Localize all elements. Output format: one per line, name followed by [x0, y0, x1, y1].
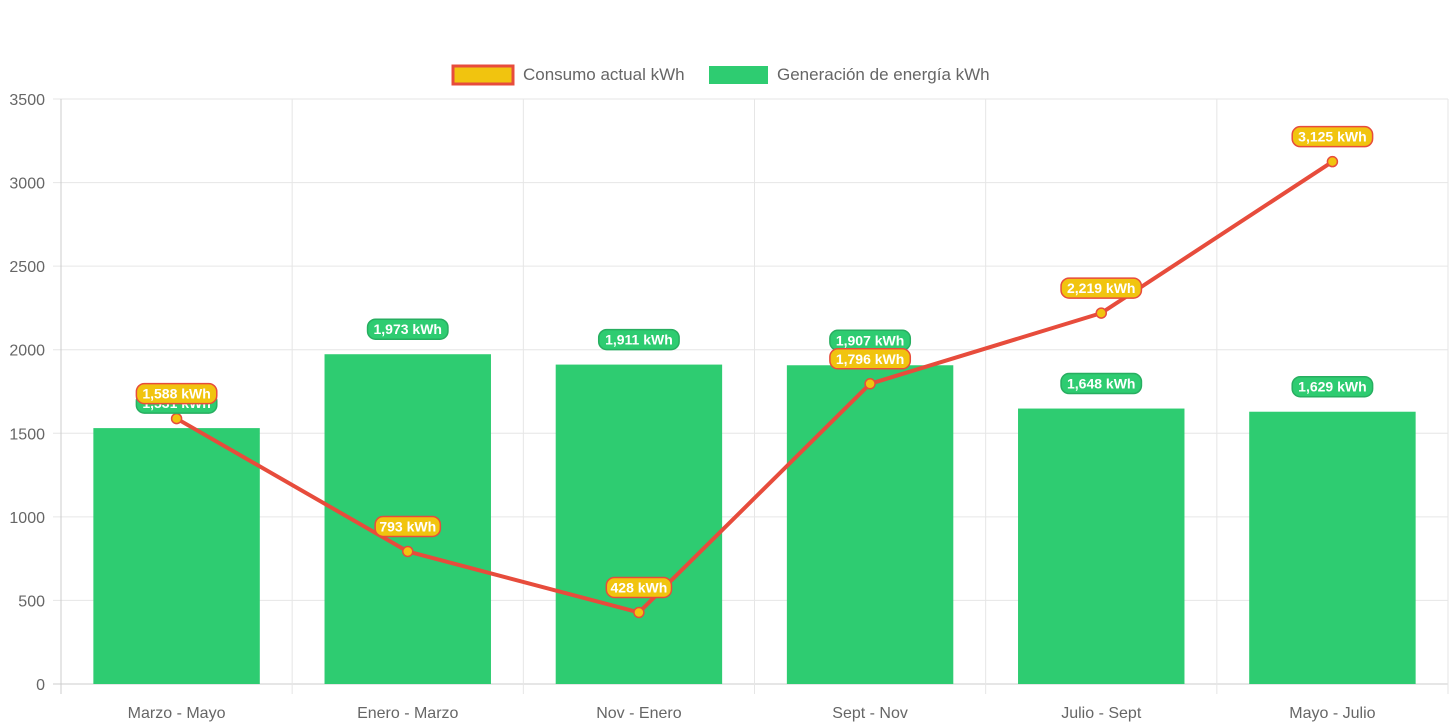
data-label-consumption-bg [605, 576, 673, 599]
data-label-generation-text: 1,973 kWh [374, 321, 442, 337]
data-label-consumption: 2,219 kWh [1060, 277, 1143, 299]
data-label-consumption-bg [1291, 125, 1374, 148]
y-tick-label: 0 [36, 677, 45, 694]
point-consumption[interactable] [1095, 307, 1107, 319]
data-label-generation-text: 1,907 kWh [836, 332, 904, 348]
data-label-generation: 1,648 kWh [1060, 372, 1143, 395]
data-label-generation-text: 1,648 kWh [1067, 376, 1135, 392]
data-label-consumption-text: 3,125 kWh [1298, 129, 1366, 145]
x-tick-label: Marzo - Mayo [128, 705, 226, 722]
legend: Consumo actual kWh Generación de energía… [451, 64, 990, 86]
data-label-consumption: 3,125 kWh [1291, 125, 1374, 148]
legend-swatch-consumption [451, 64, 515, 86]
data-label-consumption-bg [829, 348, 912, 370]
y-tick-label: 2000 [9, 343, 45, 360]
data-label-generation-text: 1,911 kWh [605, 332, 673, 348]
data-label-generation: 1,911 kWh [597, 328, 680, 351]
data-label-generation: 1,907 kWh [829, 329, 912, 352]
legend-label-generation: Generación de energía kWh [777, 65, 990, 84]
data-label-consumption-text: 1,588 kWh [142, 386, 210, 402]
data-label-generation-bg [1060, 372, 1143, 395]
data-label-generation: 1,629 kWh [1291, 375, 1374, 398]
bar-generation[interactable] [1249, 411, 1416, 684]
generation-bars [93, 354, 1416, 684]
x-tick-label: Mayo - Julio [1289, 705, 1375, 722]
data-label-generation: 1,973 kWh [366, 318, 449, 340]
bar-generation[interactable] [555, 364, 723, 684]
point-consumption[interactable] [864, 378, 876, 390]
data-label-consumption-bg [135, 382, 218, 405]
grid-lines [53, 98, 1449, 694]
data-label-consumption-bg [374, 515, 442, 538]
data-label-consumption-text: 1,796 kWh [836, 351, 904, 367]
x-tick-label: Enero - Marzo [357, 705, 458, 722]
data-label-consumption: 428 kWh [605, 576, 673, 599]
data-label-consumption-text: 2,219 kWh [1067, 280, 1135, 296]
data-label-consumption-bg [1060, 277, 1143, 299]
data-label-consumption-text: 793 kWh [379, 518, 436, 534]
y-tick-label: 2500 [9, 259, 45, 276]
data-label-consumption: 1,588 kWh [135, 382, 218, 405]
point-consumption[interactable] [402, 545, 414, 558]
legend-item-generation[interactable]: Generación de energía kWh [709, 65, 990, 84]
point-consumption[interactable] [633, 606, 645, 619]
y-tick-label: 1500 [9, 426, 45, 443]
point-consumption[interactable] [1326, 155, 1339, 168]
bar-generation[interactable] [93, 428, 260, 684]
y-tick-label: 3500 [9, 92, 45, 109]
x-tick-label: Julio - Sept [1061, 705, 1142, 722]
y-tick-label: 1000 [9, 510, 45, 527]
data-label-generation-bg [597, 328, 680, 351]
y-tick-label: 3000 [9, 176, 45, 193]
x-tick-label: Nov - Enero [596, 705, 681, 722]
x-tick-label: Sept - Nov [832, 705, 908, 722]
data-label-generation-text: 1,629 kWh [1298, 379, 1366, 395]
x-axis-ticks: Marzo - Mayo Enero - Marzo Nov - Enero Sept… [128, 705, 1376, 722]
legend-swatch-generation [709, 66, 768, 84]
bar-generation[interactable] [1018, 408, 1185, 684]
data-label-generation-bg [366, 318, 449, 340]
data-label-consumption: 1,796 kWh [829, 348, 912, 370]
y-tick-label: 500 [18, 593, 45, 610]
data-label-generation-bg [1291, 375, 1374, 398]
data-label-consumption: 793 kWh [374, 515, 442, 538]
data-label-consumption-text: 428 kWh [611, 579, 668, 595]
bar-generation[interactable] [786, 365, 954, 684]
point-consumption[interactable] [170, 412, 183, 425]
y-axis-ticks: 0 500 1000 1500 2000 2500 3000 3500 [9, 92, 45, 694]
legend-item-consumption[interactable]: Consumo actual kWh [451, 64, 685, 86]
legend-label-consumption: Consumo actual kWh [523, 65, 685, 84]
